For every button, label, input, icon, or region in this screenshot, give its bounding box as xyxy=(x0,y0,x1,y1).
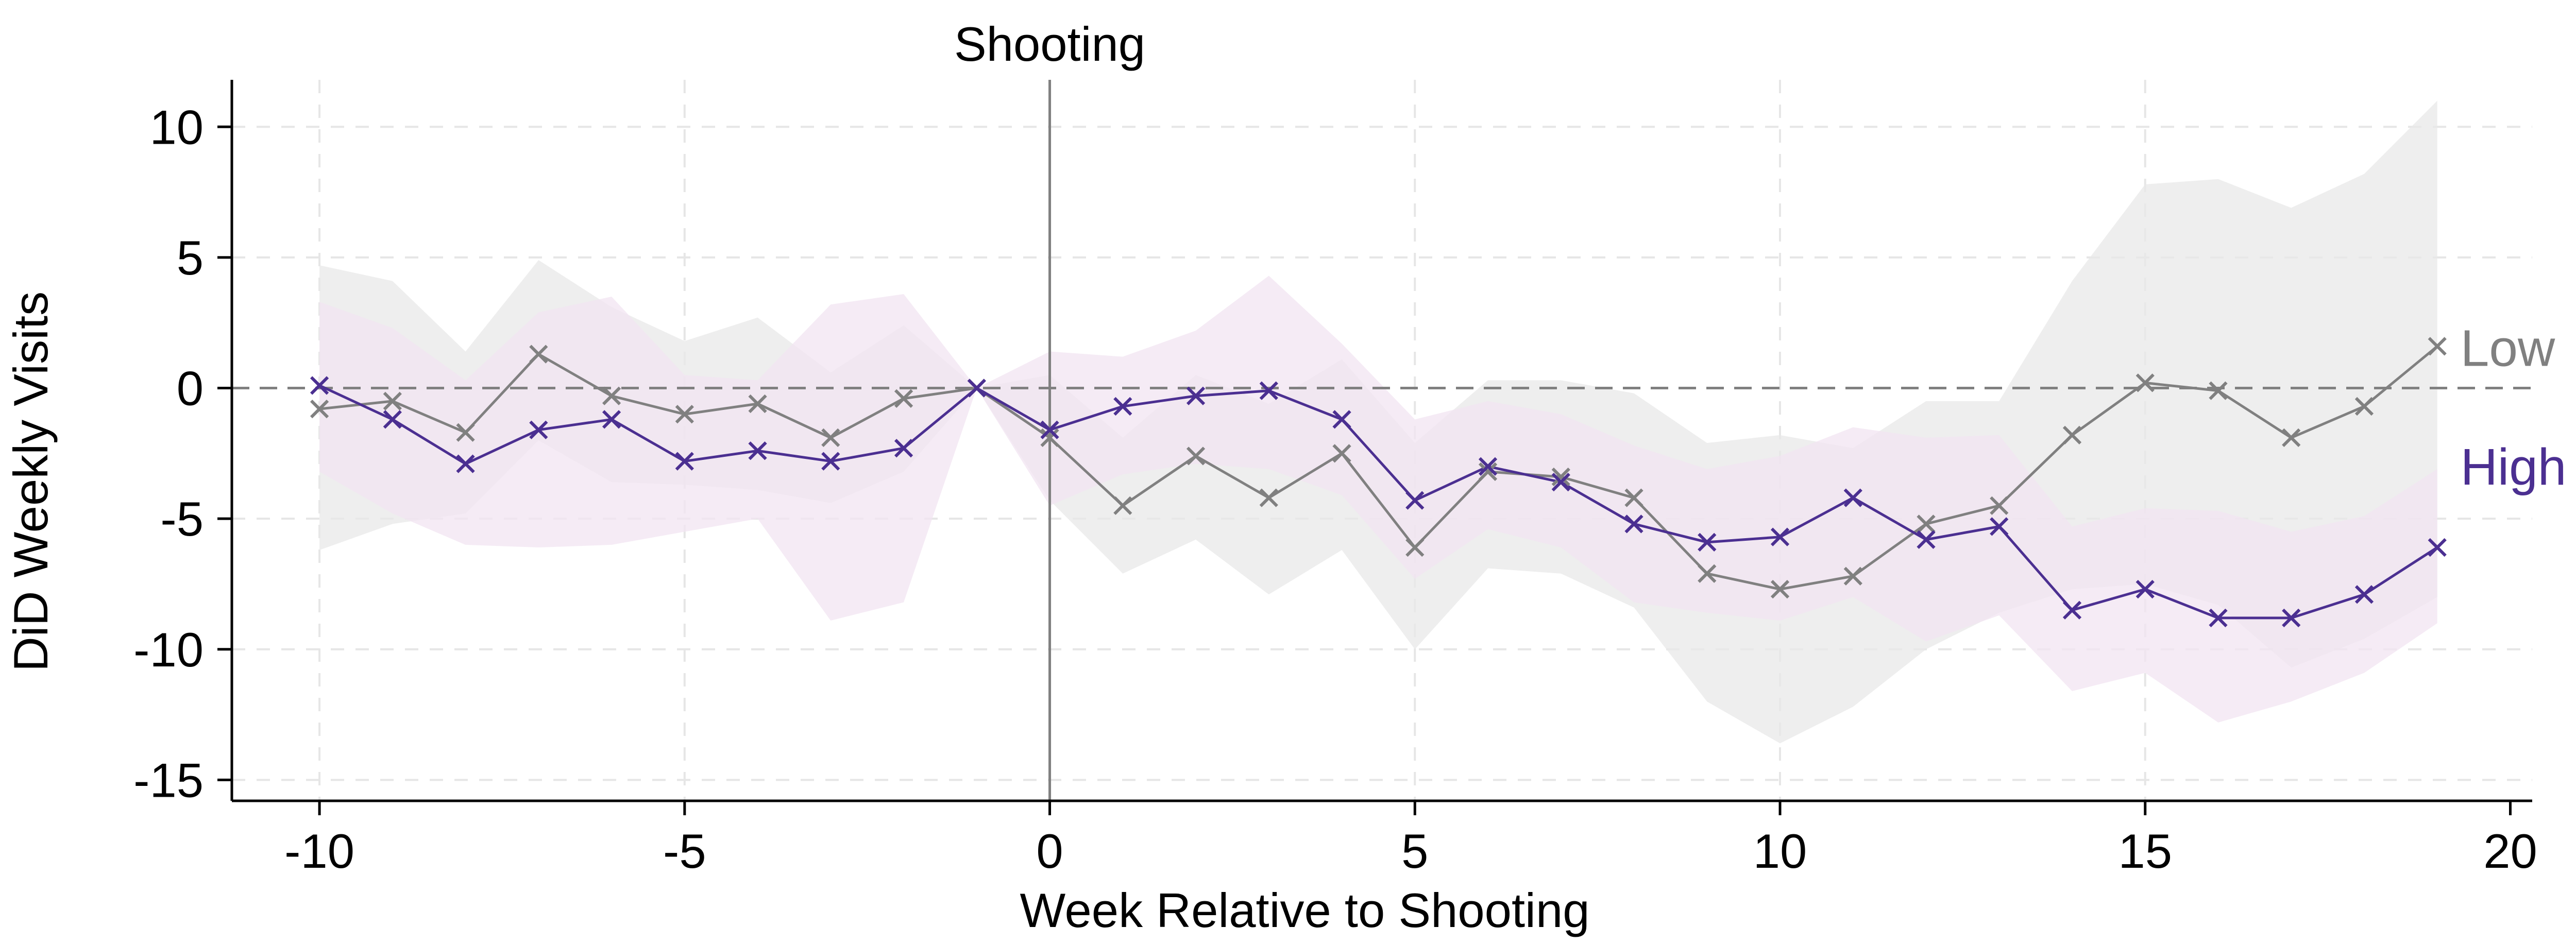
x-tick-label: -5 xyxy=(663,824,706,878)
data-point-high xyxy=(821,452,840,471)
data-point-high xyxy=(1917,530,1936,549)
data-point-high xyxy=(1332,410,1351,429)
data-point-low xyxy=(2282,428,2301,448)
data-point-high xyxy=(1478,457,1498,476)
data-point-high xyxy=(2062,600,2082,620)
series-line-low xyxy=(319,345,2438,591)
y-tick-label: 0 xyxy=(177,362,204,416)
y-tick-label: -5 xyxy=(160,492,204,546)
series-line-high xyxy=(319,384,2438,620)
data-point-low xyxy=(1698,564,1717,583)
data-point-high xyxy=(2428,538,2447,557)
data-point-low xyxy=(1551,467,1570,487)
x-tick-label: 10 xyxy=(1753,824,1807,878)
data-point-high xyxy=(1405,491,1425,510)
series-lines xyxy=(319,345,2438,620)
data-point-high xyxy=(310,376,329,395)
data-point-low xyxy=(1405,538,1425,557)
confidence-bands xyxy=(319,100,2437,744)
data-point-high xyxy=(1551,473,1570,492)
event-label-shooting: Shooting xyxy=(954,17,1145,71)
data-point-low xyxy=(1113,496,1132,515)
data-point-high xyxy=(894,439,913,458)
x-tick-label: 15 xyxy=(2118,824,2172,878)
data-point-low xyxy=(2354,397,2374,416)
x-axis-title: Week Relative to Shooting xyxy=(1020,883,1589,937)
reference-lines xyxy=(232,80,2532,801)
data-point-high xyxy=(529,420,548,439)
data-point-high xyxy=(748,441,767,460)
data-point-low xyxy=(1259,488,1278,507)
data-point-low xyxy=(383,391,402,411)
data-point-low xyxy=(675,405,694,424)
data-point-high xyxy=(2209,608,2228,628)
data-point-low xyxy=(310,400,329,419)
data-point-high xyxy=(1698,533,1717,552)
data-point-high xyxy=(1113,397,1132,416)
x-tick-label: 0 xyxy=(1036,824,1063,878)
x-tick-label: 20 xyxy=(2483,824,2537,878)
data-point-high xyxy=(383,410,402,429)
data-point-low xyxy=(894,389,913,408)
data-point-low xyxy=(529,345,548,364)
y-tick-label: -10 xyxy=(133,623,204,677)
data-point-high xyxy=(1259,381,1278,400)
data-point-low xyxy=(821,428,840,448)
data-point-high xyxy=(1843,488,1862,507)
data-point-low xyxy=(1770,580,1790,599)
y-tick-label: 10 xyxy=(149,100,204,154)
data-point-low xyxy=(1624,488,1643,507)
data-point-high xyxy=(675,452,694,471)
data-point-high xyxy=(602,410,621,429)
data-point-high xyxy=(2354,585,2374,604)
x-tick-label: 5 xyxy=(1401,824,1428,878)
x-tick-label: -10 xyxy=(284,824,354,878)
data-point-low xyxy=(602,386,621,405)
data-point-low xyxy=(1990,496,2009,515)
y-tick-label: -15 xyxy=(133,753,204,807)
chart-text: Shooting Week Relative to Shooting DiD W… xyxy=(4,17,2566,937)
data-point-high xyxy=(1770,527,1790,546)
data-point-low xyxy=(2136,373,2155,392)
series-label-low: Low xyxy=(2461,319,2555,377)
data-point-high xyxy=(967,379,986,398)
data-point-high xyxy=(456,454,475,473)
axes xyxy=(217,80,2532,815)
data-point-low xyxy=(1843,567,1862,586)
data-point-high xyxy=(1990,517,2009,536)
series-label-high: High xyxy=(2461,438,2567,496)
data-point-low xyxy=(456,423,475,442)
data-point-high xyxy=(2282,608,2301,628)
data-point-low xyxy=(1917,514,1936,534)
series-markers xyxy=(310,337,2447,628)
data-point-low xyxy=(2428,337,2447,356)
data-point-low xyxy=(2062,425,2082,444)
y-tick-label: 5 xyxy=(177,231,204,285)
data-point-high xyxy=(1040,420,1059,439)
data-point-low xyxy=(2209,381,2228,400)
data-point-low xyxy=(1478,462,1498,481)
y-axis-title: DiD Weekly Visits xyxy=(4,291,58,672)
data-point-high xyxy=(2136,580,2155,599)
data-point-high xyxy=(1624,514,1643,534)
data-point-low xyxy=(748,394,767,414)
data-point-low xyxy=(1332,444,1351,463)
data-point-low xyxy=(1186,447,1206,466)
data-point-high xyxy=(1186,386,1206,405)
data-point-low xyxy=(1040,428,1059,448)
